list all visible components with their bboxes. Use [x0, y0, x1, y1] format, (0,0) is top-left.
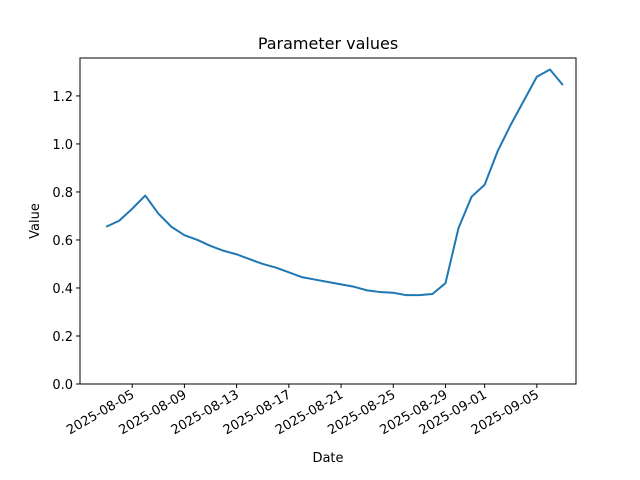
y-tick-label: 0.0 — [52, 378, 73, 393]
y-tick-label: 1.0 — [52, 138, 73, 153]
y-tick-label: 0.6 — [52, 234, 73, 249]
y-tick-label: 1.2 — [52, 90, 73, 105]
plot-frame — [79, 57, 577, 385]
chart-title: Parameter values — [258, 34, 398, 53]
line — [105, 68, 564, 297]
y-tick-label: 0.2 — [52, 330, 73, 345]
y-tick-label: 0.4 — [52, 282, 73, 297]
y-tick-label: 0.8 — [52, 186, 73, 201]
x-axis-label: Date — [312, 451, 343, 466]
y-axis-label: Value — [28, 203, 43, 239]
